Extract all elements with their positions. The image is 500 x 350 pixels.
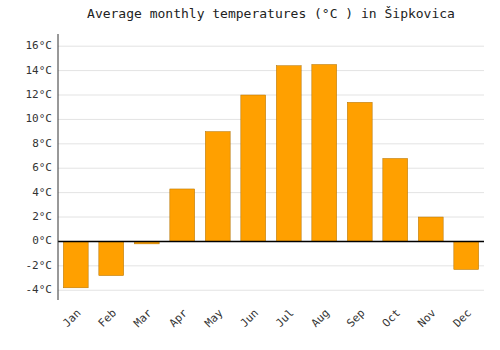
- x-tick-label: Jan: [60, 307, 83, 330]
- grid: [58, 46, 484, 290]
- bar: [63, 241, 88, 287]
- y-tick-label: 10°C: [26, 112, 53, 125]
- grid-line: [58, 46, 484, 47]
- x-tick-label: Apr: [167, 306, 191, 330]
- grid-line: [58, 168, 484, 169]
- chart: -4°C -2°C 0°C 2°C 4°C 6°C 8°C 10°C 12°C 14°C 16°C J…: [0, 0, 500, 350]
- title: Average monthly temperatures (°C ) in Ši…: [87, 6, 455, 21]
- y-tick-label: 8°C: [32, 137, 52, 150]
- y-tick-label: 6°C: [32, 161, 52, 174]
- y-tick-label: 0°C: [32, 234, 52, 247]
- grid-line: [58, 241, 484, 242]
- bar: [347, 102, 372, 241]
- y-tick-label: 4°C: [32, 186, 52, 199]
- chart-container: -4°C -2°C 0°C 2°C 4°C 6°C 8°C 10°C 12°C 14°C 16°C J…: [0, 0, 500, 350]
- grid-line: [58, 95, 484, 96]
- bar: [312, 65, 337, 242]
- x-tick-label: Jun: [238, 307, 261, 330]
- x-tick-label: Feb: [96, 307, 119, 330]
- bar: [99, 241, 124, 275]
- y-tick-label: 14°C: [26, 64, 53, 77]
- x-tick-label: Sep: [344, 307, 367, 330]
- y-tick-label: -2°C: [26, 259, 53, 272]
- x-tick-label: Mar: [131, 306, 155, 330]
- grid-line: [58, 119, 484, 120]
- y-axis-line: [58, 34, 59, 300]
- x-tick-label: Aug: [309, 307, 332, 330]
- y-axis: -4°C -2°C 0°C 2°C 4°C 6°C 8°C 10°C 12°C 14°C 16°C: [26, 39, 53, 296]
- bar: [205, 132, 230, 242]
- grid-line: [58, 143, 484, 144]
- x-tick-label: Oct: [380, 307, 403, 330]
- grid-line: [58, 70, 484, 71]
- bar: [383, 158, 408, 241]
- bar: [241, 95, 266, 241]
- grid-line: [58, 192, 484, 193]
- bar: [418, 217, 443, 241]
- y-tick-label: -4°C: [26, 283, 53, 296]
- grid-line: [58, 290, 484, 291]
- x-tick-label: Jul: [273, 307, 296, 330]
- y-tick-label: 16°C: [26, 39, 53, 52]
- x-tick-label: Nov: [415, 306, 439, 330]
- y-tick-label: 2°C: [32, 210, 52, 223]
- y-tick-label: 12°C: [26, 88, 53, 101]
- x-tick-label: May: [202, 306, 226, 330]
- zero-line: [58, 241, 484, 243]
- bars: [63, 65, 478, 288]
- bar: [454, 241, 479, 269]
- bar: [276, 66, 301, 242]
- x-axis: Jan Feb Mar Apr May Jun Jul Aug Sep Oct Nov Dec: [60, 306, 474, 330]
- bar: [170, 189, 195, 241]
- x-tick-label: Dec: [451, 307, 474, 330]
